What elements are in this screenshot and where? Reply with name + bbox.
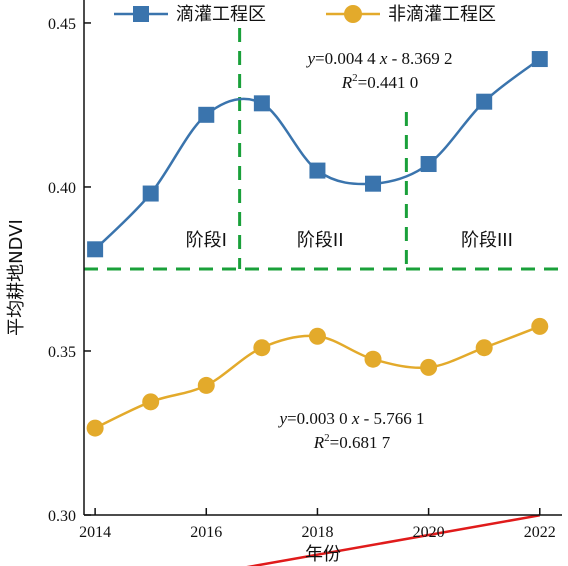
trend-equation-1: y=0.004 4 x - 8.369 2 (305, 49, 452, 68)
x-tick-label-2014: 2014 (79, 524, 111, 541)
y-tick-label-0.40: 0.40 (48, 180, 76, 197)
phase-label-3: 阶段III (461, 230, 513, 251)
x-tick-label-2022: 2022 (524, 524, 556, 541)
x-tick-label-2016: 2016 (190, 524, 222, 541)
y-tick-label-0.45: 0.45 (48, 16, 76, 33)
phase-dividers (84, 28, 562, 271)
trend-r2-2: R2=0.681 7 (313, 432, 391, 452)
y-tick-label-0.35: 0.35 (48, 344, 76, 361)
point-square-2021 (476, 93, 493, 110)
phase-label-1: 阶段I (186, 230, 227, 251)
legend-marker-circle (344, 5, 362, 23)
legend-label-2: 非滴灌工程区 (388, 4, 496, 25)
point-square-2017 (253, 95, 270, 112)
point-square-2015 (142, 185, 159, 202)
point-circle-2015 (142, 393, 160, 411)
legend-label-1: 滴灌工程区 (176, 4, 266, 25)
point-circle-2018 (308, 327, 326, 345)
trend-line-2 (246, 514, 540, 566)
data-series (86, 51, 549, 437)
legend-marker-square (133, 6, 149, 22)
point-square-2016 (198, 106, 215, 123)
point-circle-2020 (420, 358, 438, 376)
x-tick-label-2020: 2020 (413, 524, 445, 541)
point-circle-2022 (531, 317, 549, 335)
point-circle-2017 (253, 339, 271, 357)
trend-r2-1: R2=0.441 0 (341, 72, 418, 92)
point-circle-2014 (86, 419, 104, 437)
legend: 滴灌工程区 非滴灌工程区 (114, 4, 496, 25)
axes: 0.30 0.35 0.40 0.45 2014 2016 2018 2020 2022 年份 平均… (6, 0, 562, 565)
trend-lines (246, 514, 540, 566)
point-square-2014 (87, 241, 104, 258)
point-circle-2021 (475, 339, 493, 357)
x-tick-label-2018: 2018 (301, 524, 333, 541)
x-axis-title: 年份 (305, 544, 341, 565)
annotations: 阶段I 阶段II 阶段III y=0.004 4 x - 8.369 2 R2=0.44… (186, 49, 513, 452)
y-tick-label-0.30: 0.30 (48, 508, 76, 525)
trend-equation-2: y=0.003 0 x - 5.766 1 (277, 409, 424, 428)
point-circle-2016 (197, 376, 215, 394)
y-axis-title: 平均耕地NDVI (6, 219, 27, 336)
point-square-2019 (365, 175, 382, 192)
point-square-2018 (309, 162, 326, 179)
point-circle-2019 (364, 350, 382, 368)
phase-label-2: 阶段II (297, 230, 344, 251)
point-square-2020 (420, 156, 437, 173)
point-square-2022 (531, 51, 548, 68)
